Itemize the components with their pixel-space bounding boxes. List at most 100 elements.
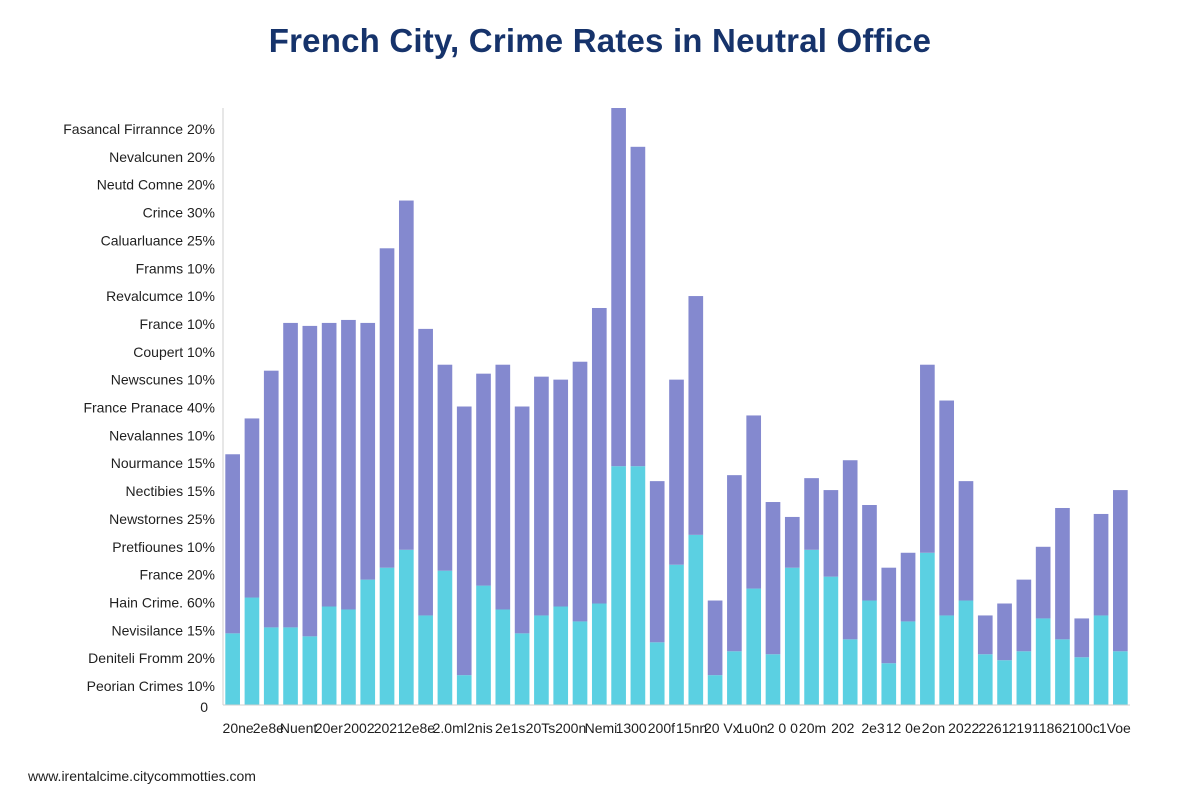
bar-segment-upper (630, 146, 646, 467)
x-tick-label: 20ne (223, 720, 254, 736)
bar-segment-lower (997, 660, 1012, 705)
y-tick-label: Revalcumce 10% (106, 288, 215, 304)
x-tick-label: 20m (799, 720, 826, 736)
bar-segment-upper (939, 400, 955, 616)
y-tick-label: Pretfiounes 10% (112, 539, 215, 555)
bar-segment-lower (244, 597, 260, 705)
x-tick-label: 2nis (467, 720, 493, 736)
y-tick-label: France 20% (140, 567, 215, 583)
bar-segment-lower (495, 609, 511, 705)
x-tick-label: 2022 (948, 720, 979, 736)
bar-segment-lower (688, 534, 704, 705)
x-tick-label: 200n (555, 720, 586, 736)
x-tick-label: 2on (922, 720, 945, 736)
bar-segment-upper (437, 364, 453, 571)
bar-segment-lower (341, 609, 356, 705)
bar-segment-upper (823, 490, 839, 577)
bar-segment-upper (958, 481, 974, 601)
bar-segment-upper (283, 322, 298, 628)
x-tick-label: 2021 (374, 720, 405, 736)
x-tick-label: 15nn (676, 720, 707, 736)
bar-segment-upper (1093, 513, 1109, 616)
bar-segment-upper (302, 325, 318, 637)
bar-segment-upper (765, 502, 781, 655)
y-tick-label: France 10% (140, 316, 215, 332)
chart-title: French City, Crime Rates in Neutral Offi… (268, 22, 932, 59)
x-tick-label: 2e1s (495, 720, 525, 736)
y-tick-label: Hain Crime. 60% (109, 594, 215, 610)
bar-segment-lower (437, 570, 453, 705)
source-footer: www.irentalcime.citycommotties.com (28, 768, 256, 784)
bar-segment-upper (997, 603, 1012, 661)
bar-segment-upper (514, 406, 530, 634)
y-tick-labels: Fasancal Firrannce 20% Nevalcunen 20% Neut… (63, 121, 215, 715)
x-tick-label: 2 0 0 (767, 720, 798, 736)
bar-segment-lower (302, 636, 318, 705)
bar-segment-upper (572, 361, 588, 622)
bar-segment-lower (669, 564, 684, 705)
bar-segment-upper (920, 364, 935, 553)
bar-segment-upper (398, 200, 414, 550)
bar-segment-upper (842, 460, 858, 640)
bar-segment-lower (727, 651, 742, 705)
y-tick-label: France Pranace 40% (83, 400, 215, 416)
bar-segment-lower (842, 639, 858, 705)
x-tick-label: 2e3 (861, 720, 885, 736)
bar-segment-lower (1074, 657, 1090, 705)
bar-segment-lower (534, 615, 549, 705)
bar-segment-lower (283, 627, 298, 705)
bar-segment-upper (341, 319, 356, 610)
bar-segment-lower (939, 615, 955, 705)
bar-segment-upper (611, 108, 626, 467)
x-tick-label: 100c (1069, 720, 1099, 736)
bar-segment-lower (746, 588, 762, 705)
bar-segment-upper (707, 600, 723, 676)
bar-segment-lower (553, 606, 569, 705)
y-tick-label: Newstornes 25% (109, 511, 215, 527)
y-tick-label: Caluarluance 25% (101, 232, 215, 248)
bar-segment-lower (823, 576, 839, 705)
x-tick-label: 2e8e (253, 720, 284, 736)
bar-segment-lower (572, 621, 588, 705)
x-tick-label: 202 (831, 720, 855, 736)
bar-segment-lower (398, 549, 414, 705)
x-tick-label: 200f (648, 720, 675, 736)
bar-segment-lower (958, 600, 974, 705)
bar-segment-lower (1035, 618, 1051, 705)
bar-segment-lower (707, 675, 723, 705)
bar-segment-lower (1055, 639, 1070, 705)
bar-segment-lower (649, 642, 665, 705)
bar-segment-lower (804, 549, 819, 705)
x-tick-label: 12 0e (886, 720, 921, 736)
bar-segment-upper (1074, 618, 1090, 658)
y-tick-label: Nevalannes 10% (109, 427, 215, 443)
bar-chart: Fasancal Firrannce 20% Nevalcunen 20% Neut… (63, 108, 1132, 736)
x-tick-label: Nemi (585, 720, 618, 736)
bar-segment-lower (225, 633, 240, 705)
bar-segment-upper (476, 373, 491, 586)
bar-segment-lower (263, 627, 279, 705)
y-tick-label: Peorian Crimes 10% (87, 678, 215, 694)
x-tick-label: 20 Vx (704, 720, 740, 736)
bar-segment-lower (591, 603, 607, 705)
bar-segment-upper (456, 406, 472, 676)
bar-segment-upper (534, 376, 549, 616)
bar-segment-lower (977, 654, 993, 705)
x-tick-label: 2191 (1009, 720, 1040, 736)
bar-segment-lower (784, 567, 800, 705)
x-tick-label: 1300 (616, 720, 647, 736)
bar-segment-upper (881, 567, 897, 664)
bar-segment-lower (476, 585, 491, 705)
bar-segment-upper (977, 615, 993, 655)
x-tick-label: 1862 (1039, 720, 1070, 736)
bar-segment-upper (746, 415, 762, 589)
bar-segment-upper (1035, 546, 1051, 619)
bar-segment-upper (591, 307, 607, 604)
bar-segment-lower (418, 615, 433, 705)
y-tick-label: Nevalcunen 20% (109, 149, 215, 165)
bar-segment-upper (862, 505, 877, 601)
bar-segment-upper (669, 379, 684, 565)
x-tick-label: 1u0n (737, 720, 768, 736)
bar-segment-upper (263, 370, 279, 628)
